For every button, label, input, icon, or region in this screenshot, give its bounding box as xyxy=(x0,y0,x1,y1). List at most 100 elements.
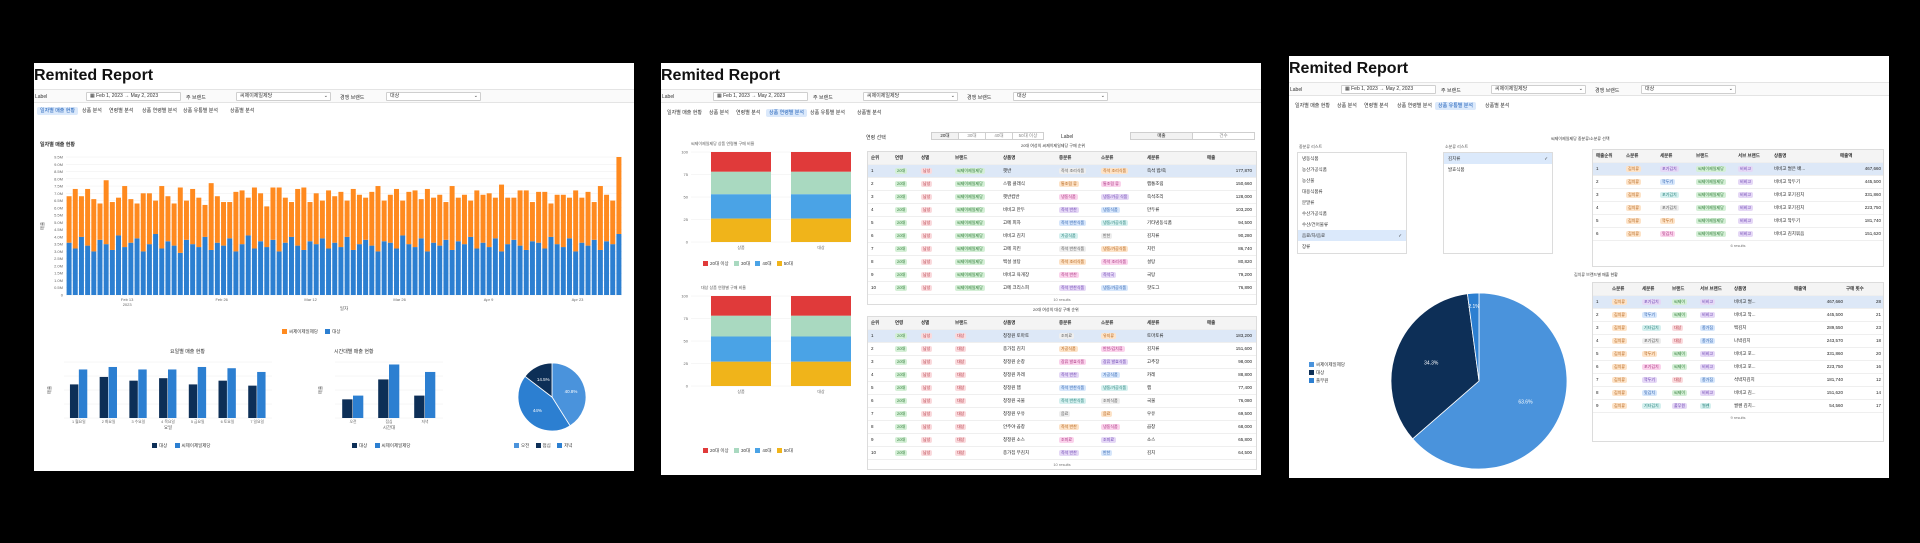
list-item[interactable]: 대용식품류 xyxy=(1302,189,1323,194)
column-header[interactable]: 상품명 xyxy=(1003,155,1016,160)
table-row[interactable]: 10 20대 남성 대상 종가집 무김치 즉석 반찬 반찬 김치 64,500 xyxy=(868,447,1256,460)
tab-product-each[interactable]: 상품별 분석 xyxy=(857,110,882,116)
table-row[interactable]: 3 20대 남성 대상 청정원 순창 장류 발효식품 장류 발효식품 고추장 98,000 xyxy=(868,356,1256,369)
column-header[interactable]: 소분류 xyxy=(1612,286,1625,291)
column-header[interactable]: 세분류 xyxy=(1147,155,1160,160)
table-row[interactable]: 6 김치류 맛김치 씨제이제일제당 비비고 비비고 김치볶음 151,620 xyxy=(1593,228,1883,241)
list-item[interactable]: 수산/건어물류 xyxy=(1302,222,1329,227)
column-header[interactable]: 매출액 xyxy=(1840,153,1853,158)
label-option-count[interactable]: 건수 xyxy=(1192,132,1255,140)
table-row[interactable]: 4 김치류 포기김치 대상 종가집 나박김치 243,570 18 xyxy=(1593,335,1883,348)
column-header[interactable]: 브랜드 xyxy=(1696,153,1709,158)
main-brand-select[interactable]: 씨제이제일제당 ⌄ xyxy=(863,92,958,101)
column-header[interactable]: 서브 브랜드 xyxy=(1738,153,1760,158)
column-header[interactable]: 매출 xyxy=(1207,320,1216,325)
list-item[interactable]: 냉동식품 xyxy=(1302,156,1319,161)
column-header[interactable]: 중분류 xyxy=(1059,320,1072,325)
column-header[interactable]: 중분류 xyxy=(1059,155,1072,160)
table-row[interactable]: 7 20대 남성 대상 청정원 우유 음료 음료 우유 69,500 xyxy=(868,408,1256,421)
tab-daily[interactable]: 일자별 매출 현황 xyxy=(667,110,702,116)
table-row[interactable]: 5 20대 남성 씨제이제일제당 고메 피자 즉석 반찬식품 냉동/가공식품 기타냉동식품 94… xyxy=(868,217,1256,230)
table-row[interactable]: 6 20대 남성 씨제이제일제당 비비고 김치 가공식품 반찬 김치류 90,280 xyxy=(868,230,1256,243)
table-row[interactable]: 4 20대 남성 씨제이제일제당 비비고 만두 즉석 반찬 냉동식품 만두류 103,200 xyxy=(868,204,1256,217)
age-option-50[interactable]: 50대 이상 xyxy=(1012,132,1044,140)
table-row[interactable]: 3 20대 남성 씨제이제일제당 햇반컵반 냉동식품 냉동/가공 식품 즉석조리 128,000 xyxy=(868,191,1256,204)
table-row[interactable]: 1 20대 남성 씨제이제일제당 햇반 즉석 조리식품 즉석 조리식품 즉석 밥/죽 177,8… xyxy=(868,165,1256,178)
tab-product-age[interactable]: 상품 연령별 분석 xyxy=(142,108,177,114)
label-option-sales[interactable]: 매출 xyxy=(1130,132,1193,140)
tab-age[interactable]: 연령별 분석 xyxy=(109,108,134,114)
competitor-select[interactable]: 대상 ⌄ xyxy=(1013,92,1108,101)
tab-age[interactable]: 연령별 분석 xyxy=(736,110,761,116)
tab-product-each[interactable]: 상품별 분석 xyxy=(1485,103,1510,109)
table-row[interactable]: 1 김치류 포기김치 씨제이 비비고 비비고 썰... 467,660 28 xyxy=(1593,296,1883,309)
column-header[interactable]: 세분류 xyxy=(1660,153,1673,158)
table-row[interactable]: 10 20대 남성 씨제이제일제당 고메 크리스피 즉석 반찬식품 냉동/가공식품 핫도그 76… xyxy=(868,282,1256,295)
table-row[interactable]: 8 20대 남성 씨제이제일제당 백설 설탕 즉석 조리식품 즉석 조리식품 설탕 80,820 xyxy=(868,256,1256,269)
tab-product-dist[interactable]: 상품 유통별 분석 xyxy=(810,110,845,116)
tab-product-age[interactable]: 상품 연령별 분석 xyxy=(1397,103,1432,109)
main-brand-select[interactable]: 씨제이제일제당 ⌄ xyxy=(236,92,331,101)
table-row[interactable]: 2 20대 남성 씨제이제일제당 스팸 클래식 통조림 류 통조림 류 햄통조림 150,660 xyxy=(868,178,1256,191)
column-header[interactable]: 서브 브랜드 xyxy=(1700,286,1722,291)
column-header[interactable]: 소분류 xyxy=(1101,320,1114,325)
tab-product[interactable]: 상품 분석 xyxy=(82,108,102,114)
list-item[interactable]: 김치류 ✓ xyxy=(1444,153,1552,164)
main-brand-select[interactable]: 씨제이제일제당 ⌄ xyxy=(1491,85,1586,94)
list-item[interactable]: 발효식품 xyxy=(1448,167,1465,172)
age-option-40[interactable]: 40대 xyxy=(985,132,1013,140)
tab-product[interactable]: 상품 분석 xyxy=(709,110,729,116)
column-header[interactable]: 매출순위 xyxy=(1596,153,1613,158)
column-header[interactable]: 성별 xyxy=(921,320,930,325)
date-range-picker[interactable]: ▦ Feb 1, 2023 → May 2, 2023 xyxy=(713,92,808,101)
tab-daily[interactable]: 일자별 매출 현황 xyxy=(1295,103,1330,109)
column-header[interactable]: 세분류 xyxy=(1147,320,1160,325)
column-header[interactable]: 상품명 xyxy=(1734,286,1747,291)
table-row[interactable]: 2 김치류 깍두기 씨제이 비비고 비비고 깍... 445,500 21 xyxy=(1593,309,1883,322)
tab-daily[interactable]: 일자별 매출 현황 xyxy=(37,107,78,115)
list-item[interactable]: 농산가공식품 xyxy=(1302,167,1327,172)
list-item[interactable]: 음료/차/음료 ✓ xyxy=(1298,230,1406,241)
tab-product-dist[interactable]: 상품 유통별 분석 xyxy=(1435,102,1476,110)
table-row[interactable]: 6 김치류 포기김치 씨제이 비비고 비비고 포... 223,750 16 xyxy=(1593,361,1883,374)
table-row[interactable]: 5 김치류 깍두기 씨제이 비비고 비비고 포... 331,860 20 xyxy=(1593,348,1883,361)
table-row[interactable]: 6 20대 남성 대상 청정원 국물 즉석 반찬식품 조미식품 국물 76,080 xyxy=(868,395,1256,408)
date-range-picker[interactable]: ▦ Feb 1, 2023 → May 2, 2023 xyxy=(1341,85,1436,94)
table-row[interactable]: 7 김치류 깍두기 대상 종가집 석박지김치 181,740 12 xyxy=(1593,374,1883,387)
tab-age[interactable]: 연령별 분석 xyxy=(1364,103,1389,109)
column-header[interactable]: 연령 xyxy=(895,155,904,160)
tab-product[interactable]: 상품 분석 xyxy=(1337,103,1357,109)
table-row[interactable]: 2 20대 남성 대상 종가집 김치 가공식품 반찬/김치류 김치류 151,600 xyxy=(868,343,1256,356)
table-row[interactable]: 5 김치류 깍두기 씨제이제일제당 비비고 비비고 깍두기 181,740 xyxy=(1593,215,1883,228)
list-item[interactable]: 장류 xyxy=(1302,244,1311,249)
competitor-select[interactable]: 대상 ⌄ xyxy=(1641,85,1736,94)
column-header[interactable]: 구매 횟수 xyxy=(1846,286,1864,291)
table-row[interactable]: 7 20대 남성 씨제이제일제당 고메 치킨 즉석 반찬식품 냉동/가공식품 치킨 86,740 xyxy=(868,243,1256,256)
column-header[interactable]: 브랜드 xyxy=(1672,286,1685,291)
column-header[interactable]: 순위 xyxy=(871,320,880,325)
list-item[interactable]: 농산물 xyxy=(1302,178,1315,183)
table-row[interactable]: 9 20대 남성 대상 청정원 소스 조미료 조미료 소스 65,800 xyxy=(868,434,1256,447)
list-item[interactable]: 수산가공식품 xyxy=(1302,211,1327,216)
column-header[interactable]: 브랜드 xyxy=(955,320,968,325)
tab-product-age[interactable]: 상품 연령별 분석 xyxy=(766,109,807,117)
table-row[interactable]: 9 김치류 기타김치 풀무원 썰쎈 썰쎈 김치... 54,560 17 xyxy=(1593,400,1883,413)
age-option-20[interactable]: 20대 xyxy=(931,132,959,140)
column-header[interactable]: 매출 xyxy=(1207,155,1216,160)
table-row[interactable]: 1 20대 남성 대상 청정원 토마토 조미료 유지류 토마토류 183,200 xyxy=(868,330,1256,343)
list-item[interactable]: 분말류 xyxy=(1302,200,1315,205)
table-row[interactable]: 8 20대 남성 대상 안주야 곱창 즉석 반찬 냉동식품 곱창 68,000 xyxy=(868,421,1256,434)
table-row[interactable]: 3 김치류 기타김치 대상 종가집 백김치 289,550 23 xyxy=(1593,322,1883,335)
table-row[interactable]: 2 김치류 깍두기 씨제이제일제당 비비고 비비고 깍두기 445,500 xyxy=(1593,176,1883,189)
age-option-30[interactable]: 30대 xyxy=(958,132,986,140)
column-header[interactable]: 상품명 xyxy=(1774,153,1787,158)
date-range-picker[interactable]: ▦ Feb 1, 2023 → May 2, 2023 xyxy=(86,92,181,101)
column-header[interactable]: 브랜드 xyxy=(955,155,968,160)
column-header[interactable]: 상품명 xyxy=(1003,320,1016,325)
column-header[interactable]: 세분류 xyxy=(1642,286,1655,291)
tab-product-each[interactable]: 상품별 분석 xyxy=(230,108,255,114)
column-header[interactable]: 소분류 xyxy=(1101,155,1114,160)
column-header[interactable]: 순위 xyxy=(871,155,880,160)
table-row[interactable]: 8 김치류 맛김치 씨제이 비비고 비비고 김... 151,620 14 xyxy=(1593,387,1883,400)
competitor-select[interactable]: 대상 ⌄ xyxy=(386,92,481,101)
